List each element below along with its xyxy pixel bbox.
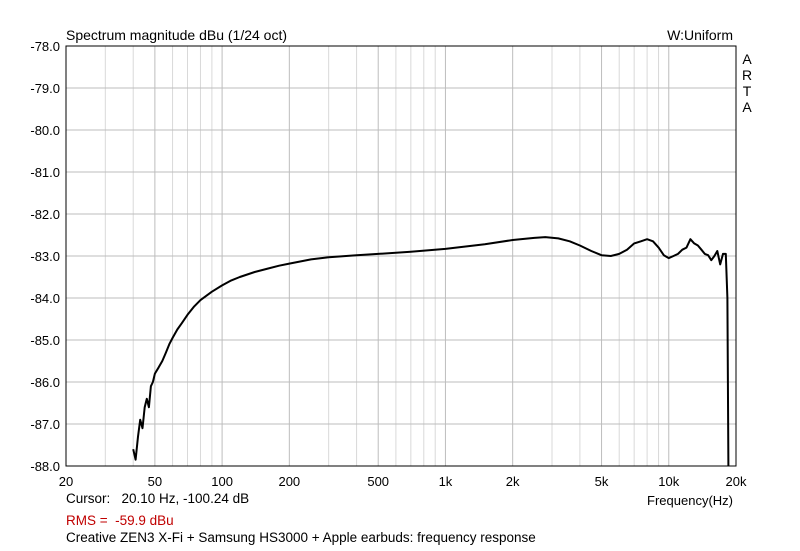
cursor-readout: Cursor: 20.10 Hz, -100.24 dB bbox=[66, 491, 250, 506]
y-tick-label: -78.0 bbox=[30, 39, 60, 54]
x-tick-label: 5k bbox=[595, 474, 609, 489]
x-tick-label: 100 bbox=[211, 474, 233, 489]
x-tick-label: 10k bbox=[658, 474, 679, 489]
chart-caption: Creative ZEN3 X-Fi + Samsung HS3000 + Ap… bbox=[66, 530, 536, 545]
x-tick-label: 20k bbox=[726, 474, 747, 489]
series-line bbox=[132, 236, 730, 467]
y-tick-label: -81.0 bbox=[30, 165, 60, 180]
arta-letter-t: T bbox=[743, 83, 752, 99]
x-tick-label: 2k bbox=[506, 474, 520, 489]
major-grid bbox=[66, 46, 736, 466]
arta-letter-a1: A bbox=[742, 51, 752, 67]
x-tick-label: 50 bbox=[148, 474, 162, 489]
rms-readout: RMS = -59.9 dBu bbox=[66, 513, 174, 528]
x-axis-label: Frequency(Hz) bbox=[647, 493, 733, 508]
y-axis-ticks: -78.0 -79.0 -80.0 -81.0 -82.0 -83.0 -84.0 -85.0… bbox=[30, 39, 60, 474]
y-tick-label: -80.0 bbox=[30, 123, 60, 138]
y-tick-label: -84.0 bbox=[30, 291, 60, 306]
series-layer bbox=[132, 236, 730, 467]
plot-frame bbox=[65, 45, 737, 467]
y-tick-label: -83.0 bbox=[30, 249, 60, 264]
arta-letter-a2: A bbox=[742, 99, 752, 115]
y-tick-label: -85.0 bbox=[30, 333, 60, 348]
y-tick-label: -82.0 bbox=[30, 207, 60, 222]
arta-letter-r: R bbox=[742, 67, 752, 83]
x-tick-label: 20 bbox=[59, 474, 73, 489]
x-tick-label: 500 bbox=[367, 474, 389, 489]
x-tick-label: 200 bbox=[278, 474, 300, 489]
y-tick-label: -79.0 bbox=[30, 81, 60, 96]
x-tick-label: 1k bbox=[439, 474, 453, 489]
y-tick-label: -86.0 bbox=[30, 375, 60, 390]
y-tick-label: -88.0 bbox=[30, 459, 60, 474]
x-axis-ticks: 20 50 100 200 500 1k 2k 5k 10k 20k bbox=[59, 474, 747, 489]
chart-title: Spectrum magnitude dBu (1/24 oct) bbox=[66, 27, 287, 43]
window-label: W:Uniform bbox=[667, 27, 733, 43]
y-tick-label: -87.0 bbox=[30, 417, 60, 432]
